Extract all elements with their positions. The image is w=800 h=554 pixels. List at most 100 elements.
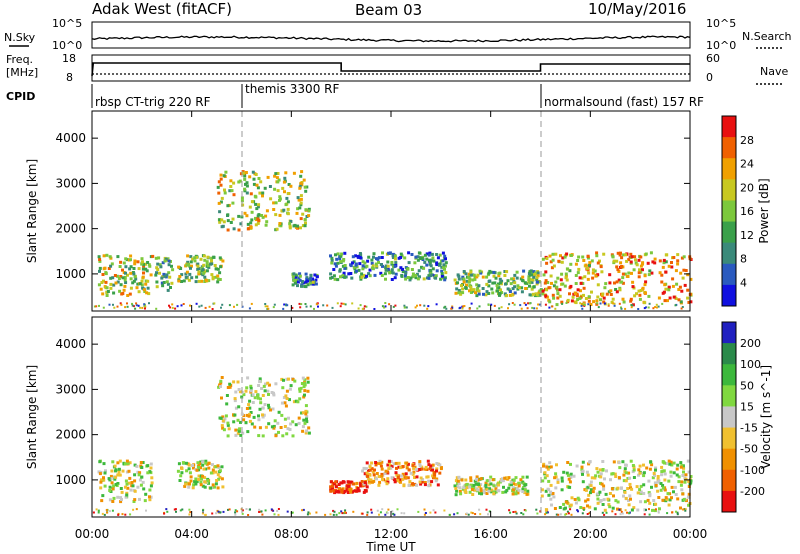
heatmap-cell xyxy=(677,475,681,479)
heatmap-cell xyxy=(121,276,125,280)
heatmap-cell xyxy=(535,276,539,280)
heatmap-cell xyxy=(133,463,137,467)
heatmap-cell xyxy=(372,473,376,477)
heatmap-cell xyxy=(548,461,552,465)
heatmap-cell xyxy=(462,486,466,489)
heatmap-cell xyxy=(420,467,424,471)
heatmap-cell xyxy=(596,273,600,277)
heatmap-cell xyxy=(281,186,285,190)
heatmap-cell xyxy=(144,262,147,266)
heatmap-cell xyxy=(582,293,585,297)
heatmap-cell xyxy=(598,468,602,472)
heatmap-cell xyxy=(454,291,458,295)
heatmap-cell xyxy=(468,490,472,494)
heatmap-cell xyxy=(456,281,459,285)
heatmap-cell xyxy=(314,278,318,282)
nsky-series-line xyxy=(91,35,691,43)
colorbar-tick-label: 24 xyxy=(740,158,754,171)
heatmap-cell xyxy=(201,268,205,272)
heatmap-cell xyxy=(146,464,150,468)
heatmap-cell xyxy=(556,292,560,296)
heatmap-cell xyxy=(555,463,558,467)
heatmap-cell xyxy=(488,510,491,513)
heatmap-cell xyxy=(148,264,152,268)
heatmap-cell xyxy=(368,468,372,472)
heatmap-cell xyxy=(558,294,562,298)
heatmap-cell xyxy=(404,476,408,480)
heatmap-cell xyxy=(521,487,525,491)
heatmap-cell xyxy=(599,302,602,305)
heatmap-cell xyxy=(260,510,263,513)
heatmap-cell xyxy=(363,472,367,476)
heatmap-cell xyxy=(189,475,193,479)
heatmap-cell xyxy=(368,268,372,272)
heatmap-cell xyxy=(116,305,119,308)
heatmap-cell xyxy=(615,259,619,263)
heatmap-cell xyxy=(307,511,310,514)
heatmap-cell xyxy=(558,506,562,509)
heatmap-cell xyxy=(244,421,248,425)
heatmap-cell xyxy=(465,482,469,486)
heatmap-cell xyxy=(302,418,306,422)
heatmap-cell xyxy=(242,414,246,418)
heatmap-cell xyxy=(343,489,347,493)
heatmap-cell xyxy=(221,485,225,489)
heatmap-cell xyxy=(179,474,183,478)
heatmap-cell xyxy=(302,178,306,182)
heatmap-cell xyxy=(507,307,509,310)
heatmap-cell xyxy=(444,305,447,308)
heatmap-cell xyxy=(504,282,507,286)
heatmap-cell xyxy=(128,476,132,480)
heatmap-cell xyxy=(184,482,188,486)
heatmap-cell xyxy=(474,482,478,486)
heatmap-cell xyxy=(657,510,660,513)
heatmap-cell xyxy=(113,306,116,309)
heatmap-cell xyxy=(249,389,253,393)
heatmap-cell xyxy=(389,460,393,463)
heatmap-cell xyxy=(246,227,250,231)
colorbar-tick-label: 200 xyxy=(740,337,761,350)
heatmap-cell xyxy=(564,513,567,516)
heatmap-cell xyxy=(378,513,380,516)
heatmap-cell xyxy=(607,303,610,306)
heatmap-cell xyxy=(424,465,428,469)
heatmap-cell xyxy=(642,471,646,475)
heatmap-cell xyxy=(126,273,129,277)
heatmap-cell xyxy=(595,254,599,258)
heatmap-cell xyxy=(413,482,417,486)
colorbar-tick-label: -200 xyxy=(740,485,765,498)
heatmap-cell xyxy=(361,264,365,268)
heatmap-cell xyxy=(220,477,224,481)
heatmap-cell xyxy=(219,183,223,187)
heatmap-cell xyxy=(429,511,432,514)
heatmap-cell xyxy=(540,494,544,498)
heatmap-cell xyxy=(386,260,390,264)
heatmap-cell xyxy=(658,259,662,263)
heatmap-cell xyxy=(141,306,144,309)
heatmap-cell xyxy=(291,283,295,287)
heatmap-cell xyxy=(201,463,205,467)
heatmap-cell xyxy=(638,464,642,468)
heatmap-cell xyxy=(386,512,389,515)
heatmap-cell xyxy=(629,459,633,463)
heatmap-cell xyxy=(664,260,668,264)
heatmap-cell xyxy=(657,479,661,483)
heatmap-cell xyxy=(368,481,371,485)
heatmap-cell xyxy=(595,467,599,471)
heatmap-cell xyxy=(218,271,222,275)
heatmap-cell xyxy=(116,280,120,284)
heatmap-cell xyxy=(523,491,527,495)
heatmap-cell xyxy=(243,174,247,178)
heatmap-cell xyxy=(675,282,679,286)
heatmap-cell xyxy=(560,479,564,483)
heatmap-cell xyxy=(299,217,303,221)
heatmap-cell xyxy=(124,462,127,466)
heatmap-cell xyxy=(352,510,355,513)
heatmap-cell xyxy=(136,282,140,286)
heatmap-cell xyxy=(611,255,615,259)
heatmap-cell xyxy=(234,428,238,432)
heatmap-cell xyxy=(195,255,199,259)
heatmap-cell xyxy=(634,258,637,262)
heatmap-cell xyxy=(117,513,120,516)
heatmap-cell xyxy=(256,205,260,209)
